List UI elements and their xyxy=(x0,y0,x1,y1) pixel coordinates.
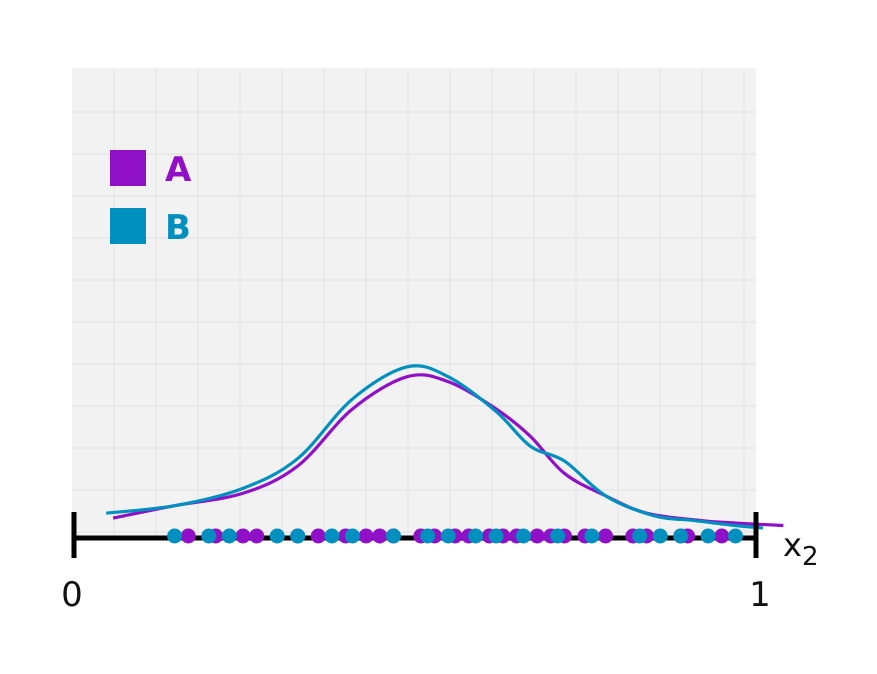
point-b xyxy=(468,528,484,544)
point-b xyxy=(727,528,743,544)
x-tick-label-0: 0 xyxy=(61,575,83,615)
point-a xyxy=(714,528,730,544)
grid xyxy=(72,68,756,538)
point-b xyxy=(673,528,689,544)
density-curve-b xyxy=(106,364,763,530)
point-b xyxy=(440,528,456,544)
legend-label-b: B xyxy=(165,208,191,248)
point-b xyxy=(515,528,531,544)
point-a xyxy=(372,528,388,544)
point-a xyxy=(235,528,251,544)
point-a xyxy=(249,528,265,544)
point-b xyxy=(385,528,401,544)
x-axis-label-subscript: 2 xyxy=(802,542,819,572)
point-a xyxy=(310,528,326,544)
point-a xyxy=(358,528,374,544)
point-b xyxy=(290,528,306,544)
point-b xyxy=(652,528,668,544)
point-b xyxy=(700,528,716,544)
point-b xyxy=(420,528,436,544)
point-b xyxy=(550,528,566,544)
density-curves xyxy=(106,364,784,530)
x-axis-label-main: x xyxy=(783,526,802,564)
point-b xyxy=(632,528,648,544)
point-b xyxy=(201,528,217,544)
legend-label-a: A xyxy=(165,150,192,190)
legend: AB xyxy=(110,150,192,248)
point-b xyxy=(269,528,285,544)
point-a xyxy=(180,528,196,544)
point-a xyxy=(598,528,614,544)
point-b xyxy=(167,528,183,544)
legend-swatch-b xyxy=(110,208,146,244)
point-a xyxy=(529,528,545,544)
plot-background xyxy=(72,68,756,538)
point-b xyxy=(324,528,340,544)
x-tick-label-1: 1 xyxy=(749,575,771,615)
point-b xyxy=(488,528,504,544)
rug-points xyxy=(167,528,743,544)
x-axis-label: x2 xyxy=(783,526,818,572)
point-b xyxy=(344,528,360,544)
legend-swatch-a xyxy=(110,150,146,186)
point-b xyxy=(584,528,600,544)
point-b xyxy=(221,528,237,544)
